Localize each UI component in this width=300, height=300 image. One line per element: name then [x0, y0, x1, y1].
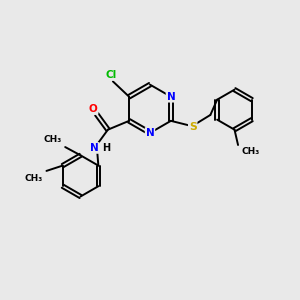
- Text: Cl: Cl: [106, 70, 117, 80]
- Text: N: N: [167, 92, 175, 102]
- Text: H: H: [102, 143, 110, 153]
- Text: N: N: [146, 128, 154, 138]
- Text: O: O: [89, 104, 98, 114]
- Text: CH₃: CH₃: [25, 174, 43, 183]
- Text: N: N: [90, 143, 99, 153]
- Text: CH₃: CH₃: [242, 147, 260, 156]
- Text: CH₃: CH₃: [44, 134, 62, 143]
- Text: S: S: [189, 122, 196, 132]
